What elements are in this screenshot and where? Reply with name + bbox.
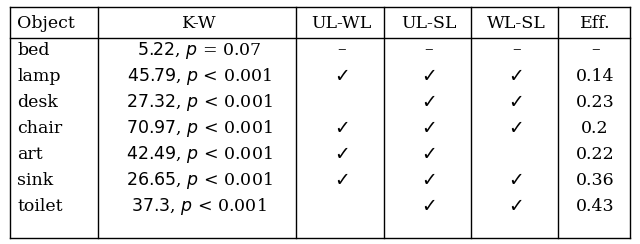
Text: sink: sink xyxy=(17,172,54,189)
Text: lamp: lamp xyxy=(17,68,61,85)
Text: UL-WL: UL-WL xyxy=(312,15,372,32)
Text: –: – xyxy=(337,41,346,59)
Text: 0.36: 0.36 xyxy=(576,172,614,189)
Text: ✓: ✓ xyxy=(508,67,524,86)
Text: UL-SL: UL-SL xyxy=(401,15,457,32)
Text: ✓: ✓ xyxy=(508,171,524,190)
Text: desk: desk xyxy=(17,94,58,111)
Text: $42.49$, $p$ < 0.001: $42.49$, $p$ < 0.001 xyxy=(126,144,273,165)
Text: –: – xyxy=(512,41,520,59)
Text: art: art xyxy=(17,146,43,163)
Text: ✓: ✓ xyxy=(421,171,437,190)
Text: chair: chair xyxy=(17,120,63,137)
Text: –: – xyxy=(591,41,600,59)
Text: K-W: K-W xyxy=(182,15,216,32)
Text: bed: bed xyxy=(17,41,50,59)
Text: ✓: ✓ xyxy=(334,119,349,138)
Text: ✓: ✓ xyxy=(421,197,437,216)
Text: 0.43: 0.43 xyxy=(576,198,614,215)
Text: 0.2: 0.2 xyxy=(581,120,609,137)
Text: toilet: toilet xyxy=(17,198,63,215)
Text: ✓: ✓ xyxy=(421,93,437,112)
Text: ✓: ✓ xyxy=(421,119,437,138)
Text: ✓: ✓ xyxy=(508,197,524,216)
Text: 0.14: 0.14 xyxy=(576,68,614,85)
Text: $45.79$, $p$ < 0.001: $45.79$, $p$ < 0.001 xyxy=(127,66,272,87)
Text: $70.97$, $p$ < 0.001: $70.97$, $p$ < 0.001 xyxy=(126,118,273,139)
Text: ✓: ✓ xyxy=(421,145,437,164)
Text: 0.22: 0.22 xyxy=(576,146,614,163)
Text: ✓: ✓ xyxy=(421,67,437,86)
Text: Object: Object xyxy=(17,15,75,32)
Text: ✓: ✓ xyxy=(334,171,349,190)
Text: $27.32$, $p$ < 0.001: $27.32$, $p$ < 0.001 xyxy=(126,92,273,113)
Text: ✓: ✓ xyxy=(334,67,349,86)
Text: –: – xyxy=(425,41,433,59)
Text: Eff.: Eff. xyxy=(580,15,611,32)
Text: $26.65$, $p$ < 0.001: $26.65$, $p$ < 0.001 xyxy=(126,170,273,191)
Text: ✓: ✓ xyxy=(334,145,349,164)
Text: $37.3$, $p$ < 0.001: $37.3$, $p$ < 0.001 xyxy=(131,196,267,217)
Text: ✓: ✓ xyxy=(508,93,524,112)
Text: 0.23: 0.23 xyxy=(576,94,614,111)
Text: $5.22$, $p$ = 0.07: $5.22$, $p$ = 0.07 xyxy=(137,40,262,61)
Text: ✓: ✓ xyxy=(508,119,524,138)
Text: WL-SL: WL-SL xyxy=(487,15,546,32)
